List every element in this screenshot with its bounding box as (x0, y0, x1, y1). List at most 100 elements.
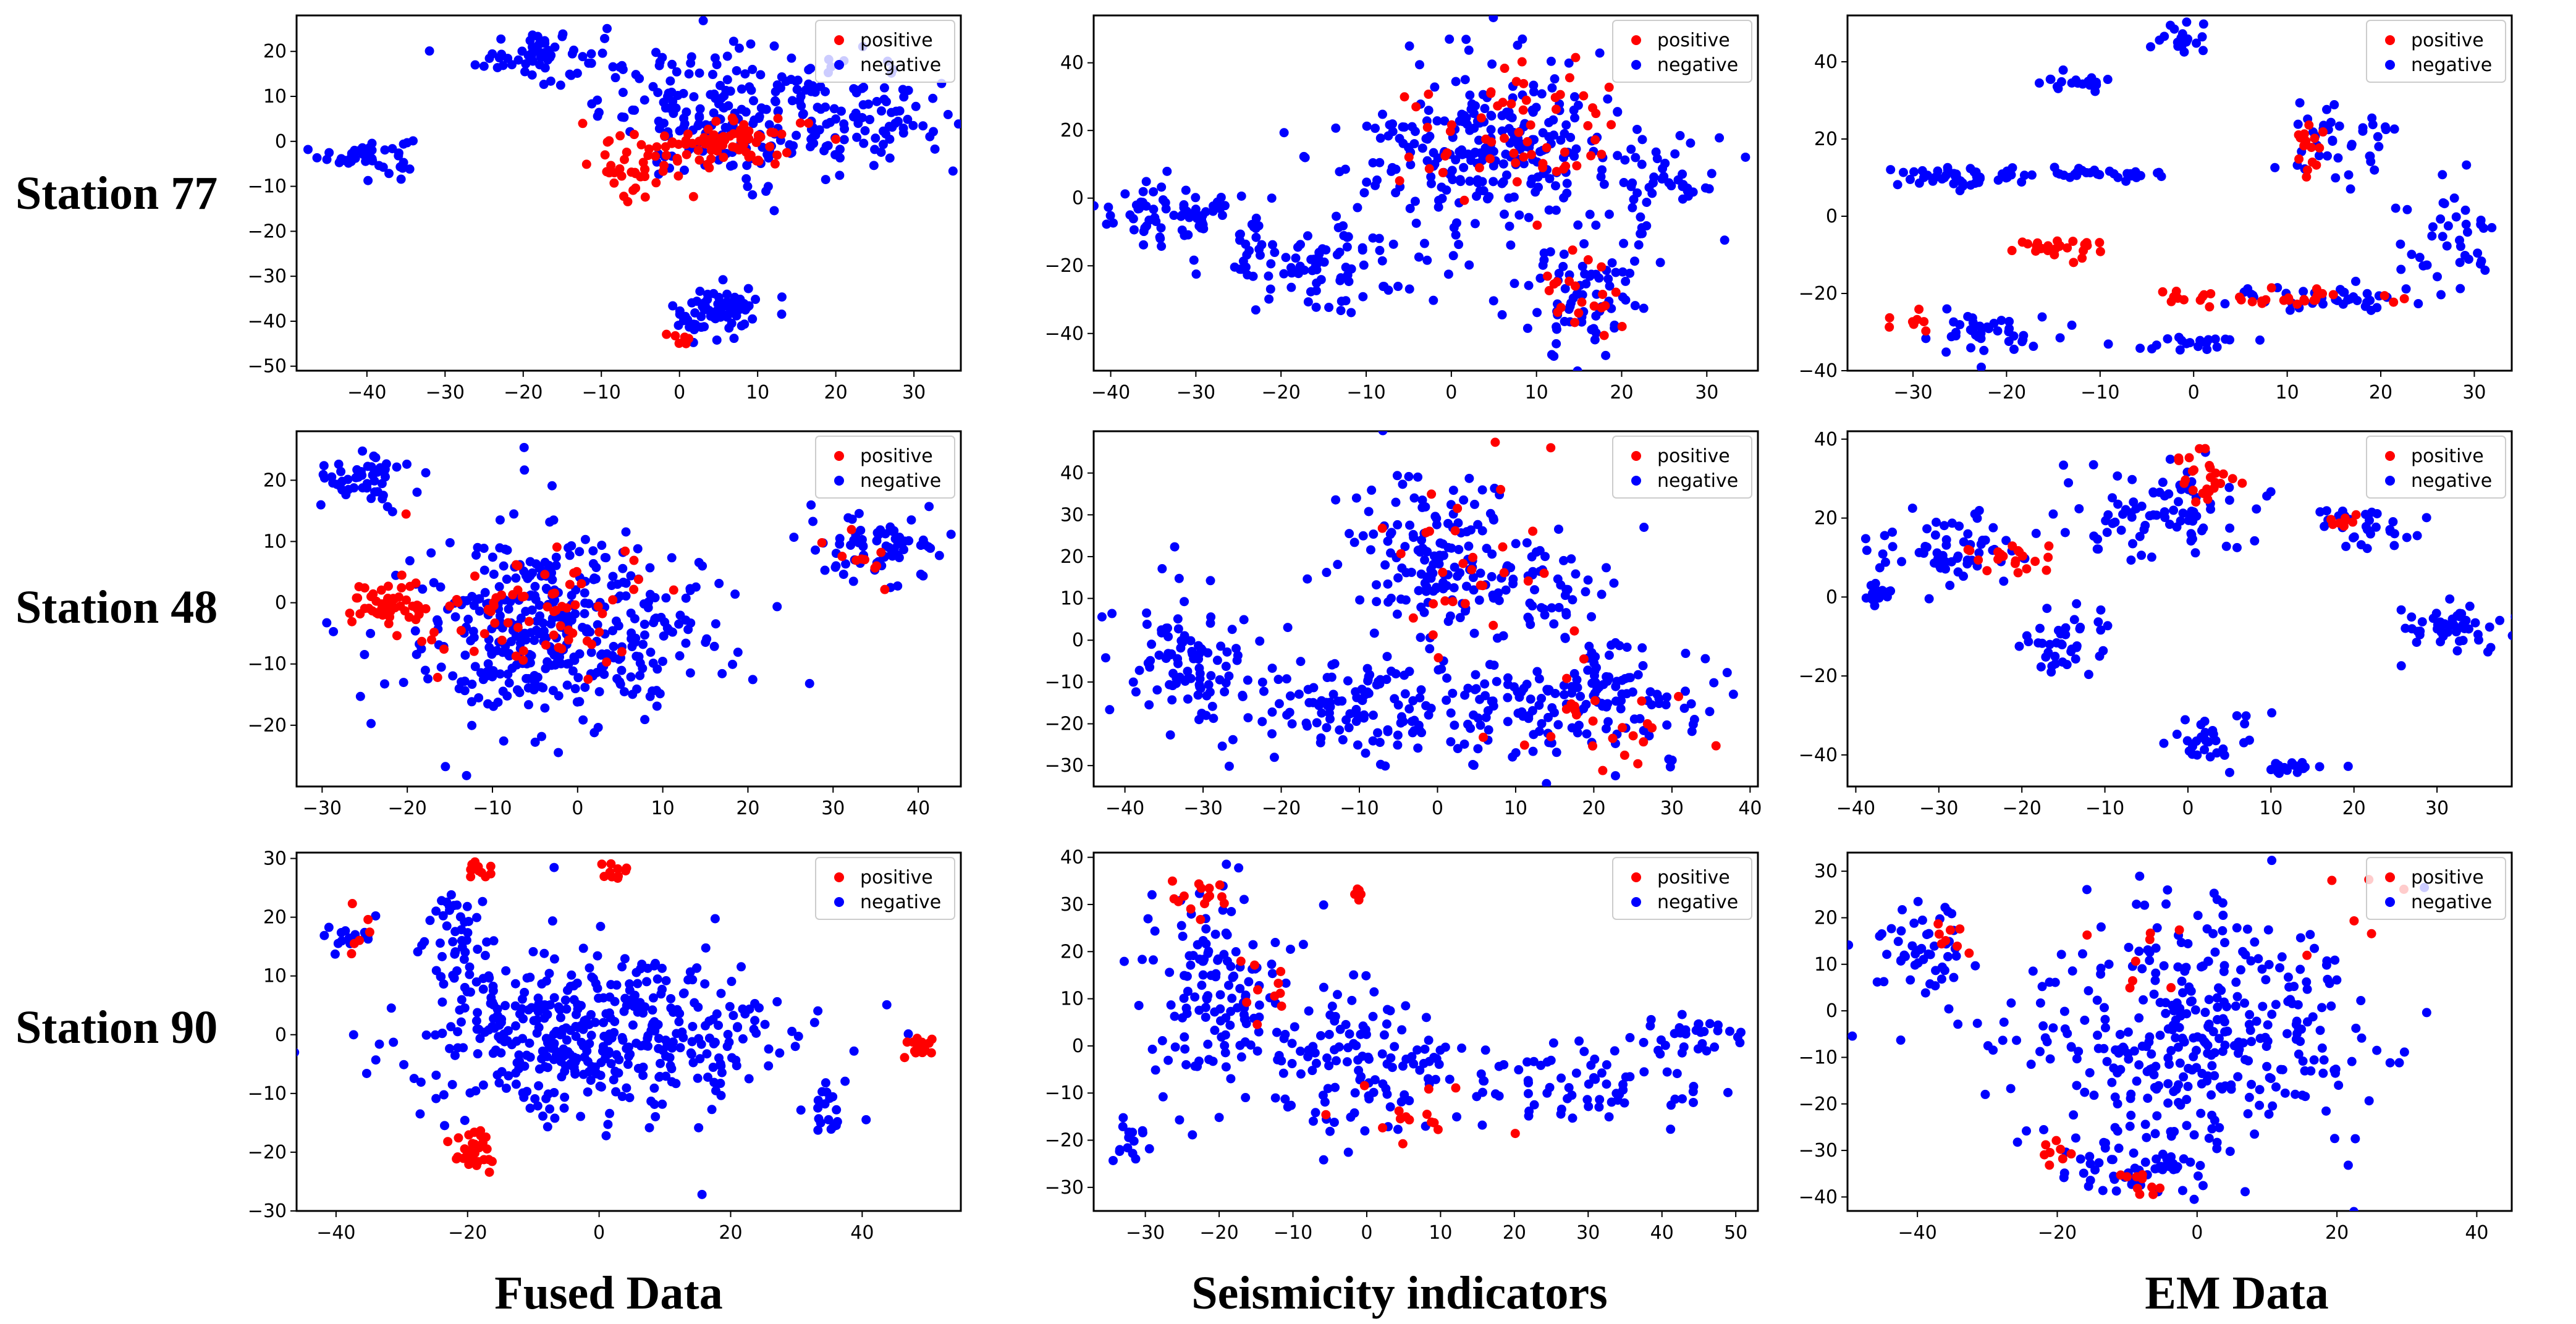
x-tick-label: 10 (746, 382, 769, 403)
negative-point (1464, 473, 1474, 483)
negative-point (2092, 544, 2102, 554)
negative-point (2220, 299, 2230, 309)
positive-point (1569, 626, 1579, 636)
negative-point (1494, 1091, 1504, 1101)
negative-point (617, 1033, 627, 1043)
negative-point (1473, 178, 1483, 188)
negative-point (2140, 900, 2150, 910)
negative-point (826, 117, 835, 127)
positive-point (669, 585, 678, 595)
negative-point (460, 650, 470, 660)
positive-point (1586, 151, 1596, 161)
negative-point (1953, 567, 1963, 577)
negative-point (555, 80, 565, 90)
negative-point (1357, 685, 1367, 694)
negative-point (1390, 1042, 1400, 1052)
negative-point (1319, 982, 1328, 992)
negative-point (1489, 15, 1498, 22)
positive-point (1511, 77, 1521, 86)
negative-point (1267, 969, 1277, 979)
negative-point (2059, 460, 2069, 470)
positive-point (2311, 293, 2321, 303)
negative-point (1375, 738, 1385, 748)
negative-point (1119, 956, 1129, 966)
negative-point (1468, 573, 1478, 583)
positive-point (667, 138, 677, 148)
negative-point (1362, 177, 1372, 187)
negative-point (2026, 1060, 2036, 1069)
negative-point (361, 1068, 371, 1078)
negative-point (1257, 677, 1267, 687)
negative-point (328, 478, 338, 488)
positive-point (1458, 559, 1468, 568)
negative-point (1194, 654, 1204, 664)
positive-point (2173, 293, 2183, 303)
negative-point (1209, 714, 1218, 723)
negative-point (2210, 1048, 2219, 1058)
negative-point (1188, 1130, 1197, 1140)
negative-point (587, 99, 597, 109)
negative-point (667, 1043, 677, 1053)
positive-point (2334, 518, 2344, 528)
positive-point (1377, 523, 1387, 533)
negative-point (1679, 703, 1689, 713)
x-tick-label: 20 (2342, 798, 2366, 819)
negative-point (732, 1061, 741, 1071)
negative-point (512, 660, 522, 670)
negative-point (1257, 717, 1267, 727)
negative-point (978, 115, 987, 124)
negative-point (2455, 258, 2465, 268)
negative-point (1173, 624, 1183, 634)
negative-point (2198, 523, 2208, 533)
negative-point (539, 1013, 549, 1023)
negative-point (714, 578, 724, 588)
negative-point (494, 582, 504, 592)
positive-point (445, 601, 455, 611)
negative-point (1551, 181, 1561, 191)
negative-point (761, 104, 771, 114)
negative-point (1290, 1022, 1299, 1032)
negative-point (1371, 580, 1381, 590)
positive-point (847, 525, 856, 534)
negative-point (645, 563, 655, 573)
negative-point (1527, 706, 1537, 715)
positive-point (354, 582, 364, 592)
negative-point (1413, 743, 1423, 753)
negative-point (848, 112, 858, 122)
negative-point (1709, 678, 1719, 688)
positive-point (1438, 167, 1448, 177)
negative-point (1886, 924, 1896, 934)
negative-point (1393, 700, 1403, 710)
positive-point (1618, 723, 1628, 733)
negative-point (623, 1060, 633, 1069)
negative-point (625, 1093, 635, 1103)
x-tick-label: −40 (316, 1222, 355, 1244)
negative-point (1194, 841, 1203, 850)
negative-point (816, 1118, 826, 1128)
negative-point (876, 147, 886, 157)
negative-point (358, 446, 368, 456)
negative-point (1930, 981, 1940, 991)
negative-point (596, 921, 606, 931)
negative-point (1660, 158, 1670, 168)
negative-point (2161, 1008, 2171, 1018)
negative-point (2346, 184, 2355, 194)
negative-point (1654, 699, 1664, 709)
negative-point (1497, 310, 1507, 320)
negative-point (520, 987, 530, 997)
positive-point (540, 570, 550, 580)
positive-point (392, 631, 402, 641)
negative-point (550, 1113, 560, 1123)
negative-point (724, 308, 734, 318)
legend-marker-negative (2385, 476, 2395, 486)
negative-point (1499, 1060, 1509, 1069)
negative-point (533, 1101, 543, 1111)
negative-point (903, 114, 913, 124)
positive-point (469, 646, 479, 656)
negative-point (1180, 1044, 1190, 1054)
negative-point (2114, 1144, 2124, 1153)
negative-point (467, 680, 477, 689)
negative-point (631, 1039, 641, 1048)
negative-point (2089, 531, 2099, 541)
